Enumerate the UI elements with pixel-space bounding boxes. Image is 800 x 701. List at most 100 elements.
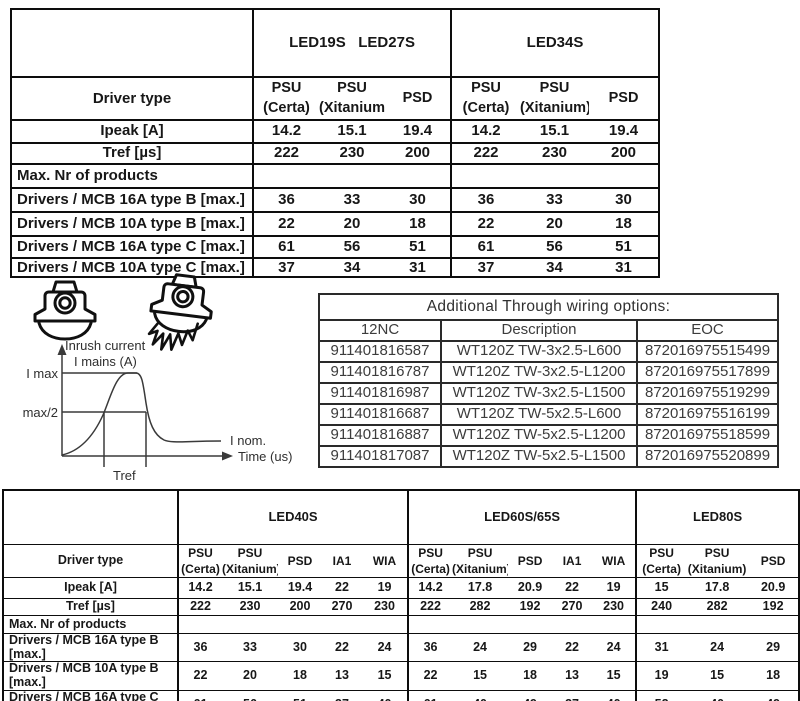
column-header-cell: EOC [635, 319, 780, 342]
value-cell: WT120Z TW-3x2.5-L600 [440, 340, 638, 363]
row-label-cell: Ipeak [A] [11, 119, 254, 144]
row-label-cell: Tref [µs] [11, 142, 254, 165]
row-label-cell: Max. Nr of products [3, 615, 179, 634]
value-cell: 56 [520, 235, 590, 259]
value-cell: 911401817087 [318, 445, 442, 468]
value-cell: 230 [319, 142, 385, 165]
row-label-cell: Drivers / MCB 10A type B [max.] [11, 211, 254, 237]
corner-cell [3, 490, 179, 545]
row-label-cell: Drivers / MCB 16A type B [max.] [3, 633, 179, 663]
value-cell: WT120Z TW-5x2.5-L600 [440, 403, 638, 426]
value-cell: 19.4 [278, 577, 322, 599]
value-cell: 18 [385, 211, 453, 237]
value-cell: 40 [452, 690, 509, 701]
top-table: LED19S LED27S LED34S Driver type PSU (Certa… [10, 8, 661, 278]
value-cell: 61 [408, 690, 453, 701]
value-cell: 13 [552, 661, 593, 691]
value-cell: 872016975520899 [635, 445, 780, 468]
table-row: 911401816687 WT120Z TW-5x2.5-L600 87201697… [318, 403, 780, 426]
top-spec-table-container: LED19S LED27S LED34S Driver type PSU (Certa… [10, 8, 661, 278]
value-cell: 33 [319, 187, 385, 213]
value-cell: 22 [322, 633, 362, 663]
table-row: Tref [µs] 222 230 200 270 230 222 282 192 270 230 2… [3, 598, 800, 616]
value-cell: 15.1 [520, 119, 590, 144]
group-header-cell: LED40S [178, 490, 410, 545]
value-cell: 20 [222, 661, 278, 691]
driver-type-cell: PSU (Xitanium) [319, 77, 385, 121]
value-cell: 36 [178, 633, 222, 663]
empty-cell [451, 163, 661, 189]
table-row: Drivers / MCB 10A type B [max.] 22 20 18 13 1… [3, 661, 800, 691]
value-cell: 40 [362, 690, 410, 701]
luminaire-lens-inner [176, 289, 190, 304]
value-cell: 24 [452, 633, 509, 663]
table-row: Max. Nr of products [3, 615, 800, 634]
value-cell: 51 [278, 690, 322, 701]
driver-type-cell: WIA [362, 544, 410, 578]
value-cell: 33 [520, 187, 590, 213]
driver-type-cell: PSU (Xitanium) [222, 544, 278, 578]
value-cell: 37 [253, 257, 319, 278]
value-cell: 17.8 [452, 577, 509, 599]
value-cell: 20 [520, 211, 590, 237]
x-axis-arrow [222, 451, 233, 461]
value-cell: 222 [451, 142, 521, 165]
value-cell: 22 [552, 633, 593, 663]
value-cell: 18 [589, 211, 661, 237]
driver-type-cell: PSU (Xitanium) [686, 544, 749, 578]
value-cell: 15 [592, 661, 638, 691]
table-row: 911401816987 WT120Z TW-3x2.5-L1500 8720169… [318, 382, 780, 405]
group-header-cell: LED60S/65S [408, 490, 638, 545]
value-cell: 230 [222, 598, 278, 616]
value-cell: 200 [278, 598, 322, 616]
value-cell: 14.2 [178, 577, 222, 599]
row-label-cell: Ipeak [A] [3, 577, 179, 599]
value-cell: 30 [278, 633, 322, 663]
column-header-row: 12NC Description EOC [318, 319, 780, 342]
value-cell: 19 [636, 661, 687, 691]
driver-type-cell: IA1 [322, 544, 362, 578]
value-cell: 222 [253, 142, 319, 165]
value-cell: 13 [322, 661, 362, 691]
luminaire-lens-outer [53, 291, 77, 315]
row-label-cell: Drivers / MCB 16A type C [max.] [11, 235, 254, 259]
value-cell: 40 [592, 690, 638, 701]
value-cell: 34 [319, 257, 385, 278]
value-cell: 911401816887 [318, 424, 442, 447]
value-cell: 56 [222, 690, 278, 701]
driver-type-cell: PSD [385, 77, 453, 121]
value-cell: 15 [636, 577, 687, 599]
driver-type-cell: PSU (Xitanium) [520, 77, 590, 121]
x-axis-title: Time (us) [238, 449, 292, 464]
table-row: 911401817087 WT120Z TW-5x2.5-L1500 8720169… [318, 445, 780, 468]
value-cell: 37 [322, 690, 362, 701]
value-cell: 61 [451, 235, 521, 259]
value-cell: 200 [385, 142, 453, 165]
value-cell: 61 [253, 235, 319, 259]
downlight-luminaire-rays-icon [140, 272, 230, 363]
table-row: Drivers / MCB 16A type C [max.]615651374… [3, 690, 800, 701]
value-cell: 31 [636, 633, 687, 663]
value-cell: 192 [748, 598, 800, 616]
value-cell: 49 [748, 690, 800, 701]
row-label-cell: Drivers / MCB 10A type C [max.] [11, 257, 254, 278]
empty-cell [253, 163, 453, 189]
value-cell: 240 [636, 598, 687, 616]
driver-type-row: Driver type PSU (Certa) PSU (Xitanium) PSD I… [3, 544, 800, 578]
value-cell: 22 [552, 577, 593, 599]
value-cell: 22 [178, 661, 222, 691]
driver-type-cell: PSD [589, 77, 661, 121]
value-cell: 36 [451, 187, 521, 213]
through-wiring-table-container: Additional Through wiring options: 12NC De… [317, 293, 780, 468]
value-cell: 18 [748, 661, 800, 691]
y-max-label: I max [26, 366, 58, 381]
value-cell: 52 [636, 690, 687, 701]
driver-type-cell: WIA [592, 544, 638, 578]
value-cell: 15.1 [319, 119, 385, 144]
value-cell: 37 [451, 257, 521, 278]
value-cell: 61 [178, 690, 222, 701]
table-row: 911401816887 WT120Z TW-5x2.5-L1200 8720169… [318, 424, 780, 447]
bottom-table: LED40S LED60S/65S LED80S Driver type PSU (Ce… [2, 489, 800, 701]
value-cell: 19 [362, 577, 410, 599]
value-cell: 31 [385, 257, 453, 278]
